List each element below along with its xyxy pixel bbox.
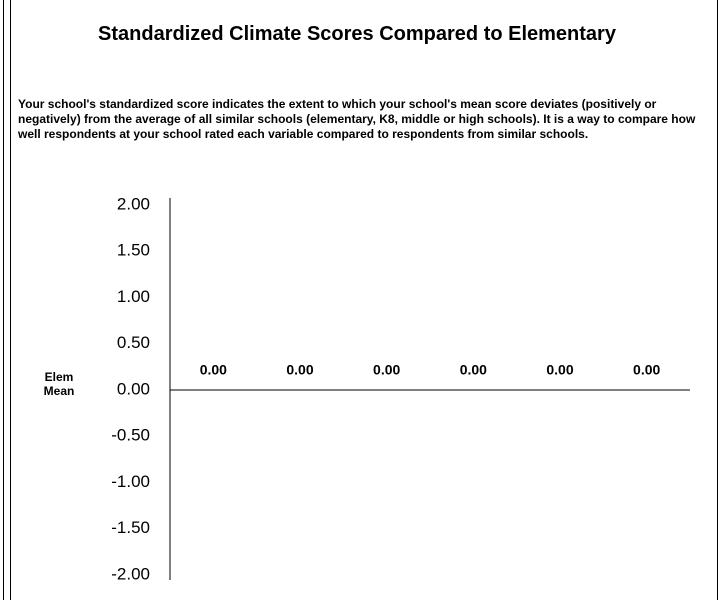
frame-edge	[3, 0, 4, 600]
y-tick-label: 1.50	[117, 241, 150, 260]
y-tick-label: 0.00	[117, 379, 150, 398]
y-tick-label: -0.50	[111, 426, 150, 445]
value-label: 0.00	[200, 362, 227, 378]
frame-edge	[10, 0, 11, 600]
frame-edge	[717, 0, 718, 600]
y-tick-label: 0.50	[117, 333, 150, 352]
y-tick-label: 2.00	[117, 194, 150, 213]
y-tick-label: -1.00	[111, 472, 150, 491]
y-tick-label: -2.00	[111, 564, 150, 583]
value-label: 0.00	[373, 362, 400, 378]
value-label: 0.00	[633, 362, 660, 378]
y-tick-label: 1.00	[117, 287, 150, 306]
value-label: 0.00	[460, 362, 487, 378]
value-label: 0.00	[546, 362, 573, 378]
annotation: Elem Mean	[43, 370, 75, 398]
chart-title: Standardized Climate Scores Compared to …	[98, 23, 616, 45]
y-tick-label: -1.50	[111, 518, 150, 537]
value-label: 0.00	[286, 362, 313, 378]
chart-subtitle: Your school's standardized score indicat…	[18, 97, 696, 141]
